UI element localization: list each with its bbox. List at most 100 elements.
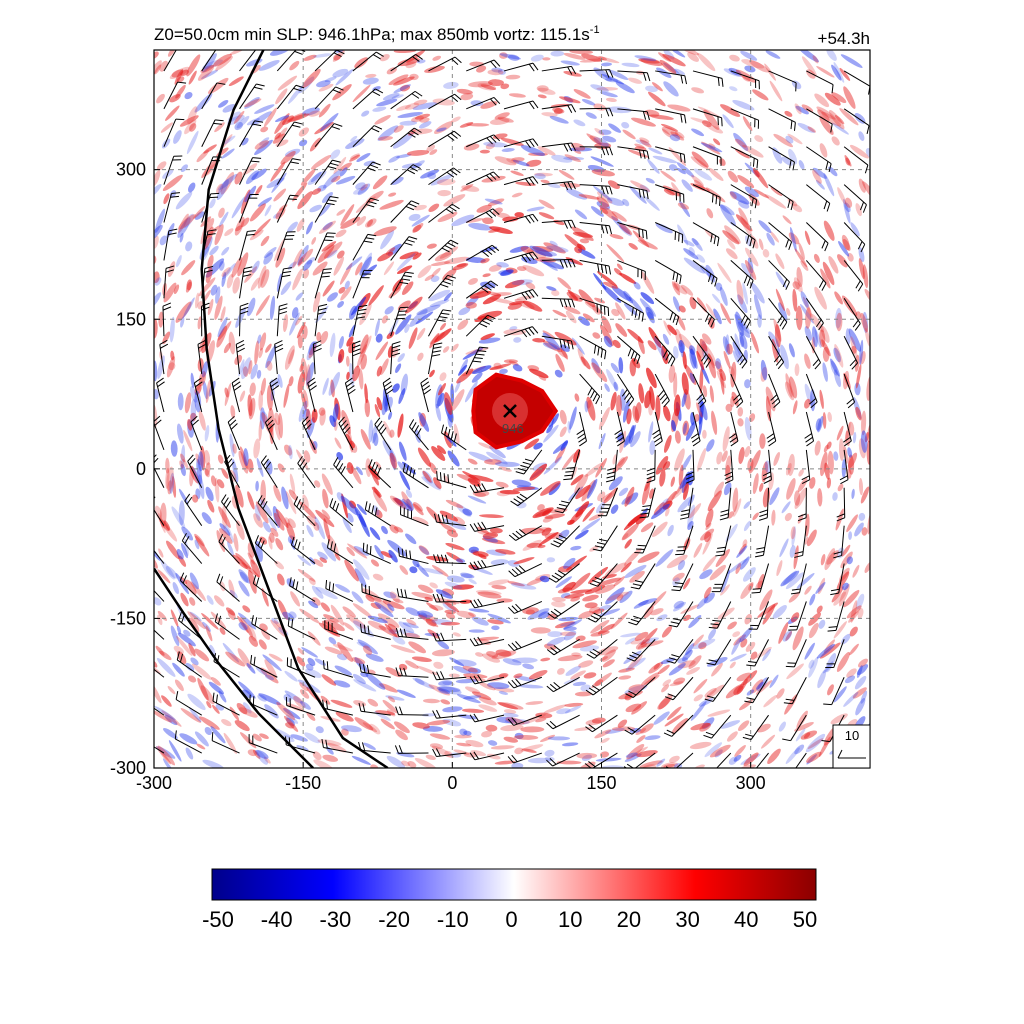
vorticity-cell [273, 188, 287, 202]
vorticity-cell [666, 554, 688, 569]
vorticity-cell [238, 450, 249, 474]
vorticity-cell [340, 204, 355, 226]
vorticity-cell [854, 675, 867, 690]
vorticity-cell [592, 185, 613, 202]
vorticity-cell [774, 323, 781, 348]
vorticity-cell [345, 355, 350, 367]
vorticity-cell [413, 99, 428, 106]
vorticity-cell [210, 284, 218, 296]
wind-barb [744, 676, 769, 704]
vorticity-cell [186, 54, 201, 77]
vorticity-cell [367, 620, 386, 631]
vorticity-cell [282, 115, 294, 126]
vorticity-cell [816, 605, 823, 614]
vorticity-cell [503, 736, 519, 743]
vorticity-cell [716, 451, 723, 465]
vorticity-cell [335, 68, 354, 86]
vorticity-cell [195, 535, 210, 557]
colorbar-tick-label: -50 [202, 907, 234, 932]
wind-barb [184, 493, 203, 526]
vorticity-cell [691, 87, 704, 94]
vorticity-cell [707, 353, 717, 379]
vorticity-cell [547, 183, 561, 189]
vorticity-cell [573, 89, 591, 99]
vorticity-cell [611, 285, 632, 302]
vorticity-cell [744, 235, 752, 247]
vorticity-cell [511, 279, 533, 286]
vorticity-cell [408, 641, 427, 654]
vorticity-cell [389, 495, 407, 509]
vorticity-cell [613, 381, 619, 392]
vorticity-cell [234, 217, 245, 236]
vorticity-cell [173, 284, 180, 295]
vorticity-cell [224, 387, 229, 398]
vorticity-cell [467, 277, 479, 285]
vorticity-cell [647, 340, 657, 351]
vorticity-cell [348, 341, 356, 354]
vorticity-cell [848, 611, 859, 623]
vorticity-cell [308, 110, 321, 117]
vorticity-cell [537, 504, 545, 512]
vorticity-cell [806, 754, 817, 765]
vorticity-cell [253, 513, 263, 528]
vorticity-cell [274, 115, 290, 123]
wind-barb [260, 455, 278, 489]
vorticity-cell [471, 566, 493, 575]
vorticity-cell [238, 569, 251, 584]
vorticity-cell [238, 612, 257, 630]
vorticity-cell [380, 230, 395, 250]
vorticity-cell [740, 556, 750, 570]
vorticity-cell [578, 316, 590, 326]
vorticity-cell [288, 489, 298, 501]
vorticity-cell [158, 311, 164, 328]
vorticity-cell [554, 446, 566, 464]
vorticity-cell [830, 358, 840, 377]
vorticity-cell [828, 166, 838, 177]
vorticity-cell [858, 478, 864, 496]
vorticity-cell [512, 657, 538, 664]
vorticity-cell [408, 327, 418, 349]
vorticity-cell [833, 451, 839, 461]
vorticity-cell [561, 742, 579, 747]
wind-barb [394, 745, 429, 754]
vorticity-cell [747, 257, 754, 274]
vorticity-cell [508, 300, 525, 306]
vorticity-cell [284, 345, 295, 370]
vorticity-cell [860, 690, 868, 704]
vorticity-cell [316, 80, 331, 88]
vorticity-cell [412, 102, 437, 110]
vorticity-cell [332, 403, 339, 423]
vorticity-cell [798, 469, 804, 477]
wind-barb [711, 563, 732, 593]
vorticity-cell [463, 673, 488, 679]
vorticity-cell [238, 359, 245, 377]
wind-barb [586, 638, 618, 659]
vorticity-cell [224, 383, 232, 407]
vorticity-cell [283, 383, 290, 408]
vorticity-cell [239, 571, 249, 583]
vorticity-cell [333, 680, 351, 688]
vorticity-cell [696, 297, 708, 313]
vorticity-cell [184, 392, 192, 414]
vorticity-cell [193, 205, 206, 219]
vorticity-cell [597, 623, 615, 635]
vorticity-cell [425, 618, 437, 627]
vorticity-cell [222, 642, 240, 663]
vorticity-cell [284, 444, 293, 456]
wind-barb [706, 639, 732, 666]
vorticity-cell [837, 254, 848, 268]
vorticity-cell [776, 560, 783, 577]
vorticity-cell [683, 248, 699, 260]
vorticity-cell [683, 257, 705, 274]
vorticity-cell [464, 380, 478, 403]
vorticity-cell [205, 379, 211, 404]
vorticity-cell [296, 218, 305, 232]
vorticity-cell [711, 410, 718, 435]
vorticity-cell [299, 363, 304, 372]
vorticity-cell [474, 492, 486, 498]
vorticity-cell [468, 474, 494, 482]
vorticity-cell [603, 487, 619, 504]
vorticity-cell [850, 222, 860, 237]
vorticity-cell [769, 487, 780, 506]
vorticity-cell [162, 174, 183, 192]
